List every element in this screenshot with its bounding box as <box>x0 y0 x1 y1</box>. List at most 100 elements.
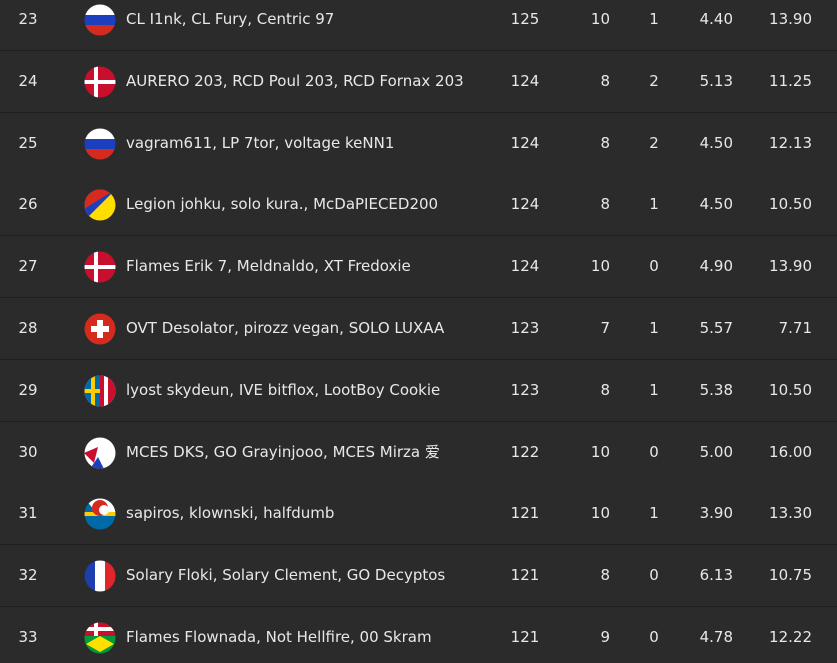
flag-icon <box>84 66 116 98</box>
players-cell: lyost skydeun, IVE bitflox, LootBoy Cook… <box>126 360 486 421</box>
players-cell: Solary Floki, Solary Clement, GO Decypto… <box>126 545 486 606</box>
wins-cell: 1 <box>630 360 678 421</box>
best-cell: 12.13 <box>750 113 812 174</box>
table-row: 29 lyost skydeun, IVE bitflox, LootBoy Co… <box>0 360 837 421</box>
best-cell: 13.30 <box>750 483 812 544</box>
wins-cell: 1 <box>630 483 678 544</box>
points-cell: 123 <box>495 360 555 421</box>
table-row: 23 CL I1nk, CL Fury, Centric 9712510 14.40… <box>0 0 837 50</box>
rank-cell: 32 <box>0 545 56 606</box>
table-row: 24 AURERO 203, RCD Poul 203, RCD Fornax 2… <box>0 51 837 112</box>
points-cell: 124 <box>495 113 555 174</box>
points-cell: 124 <box>495 174 555 235</box>
points-cell: 122 <box>495 422 555 483</box>
best-cell: 10.50 <box>750 174 812 235</box>
flag-icon <box>84 622 116 654</box>
kills-cell: 10 <box>560 483 610 544</box>
points-cell: 125 <box>495 0 555 50</box>
points-cell: 124 <box>495 236 555 297</box>
kills-cell: 10 <box>560 236 610 297</box>
best-cell: 16.00 <box>750 422 812 483</box>
table-row: 27Flames Erik 7, Meldnaldo, XT Fredoxie1… <box>0 236 837 297</box>
table-row: 25 vagram611, LP 7tor, voltage keNN112482… <box>0 113 837 174</box>
flag-icon <box>84 189 116 221</box>
avg-cell: 5.57 <box>680 298 733 359</box>
best-cell: 7.71 <box>750 298 812 359</box>
avg-cell: 5.38 <box>680 360 733 421</box>
wins-cell: 1 <box>630 174 678 235</box>
flag-icon <box>84 4 116 36</box>
flag-icon <box>84 437 116 469</box>
flag-icon <box>84 251 116 283</box>
kills-cell: 7 <box>560 298 610 359</box>
flag-icon <box>84 498 116 530</box>
best-cell: 11.25 <box>750 51 812 112</box>
players-cell: Flames Erik 7, Meldnaldo, XT Fredoxie <box>126 236 486 297</box>
flag-icon <box>84 313 116 345</box>
table-row: 26 Legion johku, solo kura., McDaPIECED20… <box>0 174 837 235</box>
players-cell: sapiros, klownski, halfdumb <box>126 483 486 544</box>
rank-cell: 23 <box>0 0 56 50</box>
rank-cell: 26 <box>0 174 56 235</box>
best-cell: 13.90 <box>750 236 812 297</box>
rank-cell: 30 <box>0 422 56 483</box>
points-cell: 123 <box>495 298 555 359</box>
rank-cell: 29 <box>0 360 56 421</box>
players-cell: Flames Flownada, Not Hellfire, 00 Skram <box>126 607 486 663</box>
kills-cell: 8 <box>560 174 610 235</box>
table-row: 33 Flames Flownada, Not Hellfire, 00 Skra… <box>0 607 837 663</box>
rank-cell: 31 <box>0 483 56 544</box>
players-cell: AURERO 203, RCD Poul 203, RCD Fornax 203 <box>126 51 486 112</box>
players-cell: Legion johku, solo kura., McDaPIECED200 <box>126 174 486 235</box>
rank-cell: 33 <box>0 607 56 663</box>
avg-cell: 5.00 <box>680 422 733 483</box>
avg-cell: 4.40 <box>680 0 733 50</box>
wins-cell: 1 <box>630 298 678 359</box>
table-row: 32 Solary Floki, Solary Clement, GO Decyp… <box>0 545 837 606</box>
wins-cell: 2 <box>630 113 678 174</box>
avg-cell: 4.90 <box>680 236 733 297</box>
wins-cell: 0 <box>630 607 678 663</box>
avg-cell: 3.90 <box>680 483 733 544</box>
players-cell: vagram611, LP 7tor, voltage keNN1 <box>126 113 486 174</box>
avg-cell: 4.50 <box>680 113 733 174</box>
best-cell: 12.22 <box>750 607 812 663</box>
table-row: 31 sapiros, klownski, halfdumb12110 13.90 1… <box>0 483 837 544</box>
kills-cell: 8 <box>560 360 610 421</box>
rank-cell: 24 <box>0 51 56 112</box>
wins-cell: 2 <box>630 51 678 112</box>
rank-cell: 25 <box>0 113 56 174</box>
kills-cell: 10 <box>560 0 610 50</box>
kills-cell: 9 <box>560 607 610 663</box>
best-cell: 10.50 <box>750 360 812 421</box>
points-cell: 121 <box>495 483 555 544</box>
table-row: 30MCES DKS, GO Grayinjooo, MCES Mirza 爱1… <box>0 422 837 483</box>
flag-icon <box>84 128 116 160</box>
rank-cell: 27 <box>0 236 56 297</box>
points-cell: 121 <box>495 545 555 606</box>
points-cell: 121 <box>495 607 555 663</box>
avg-cell: 4.78 <box>680 607 733 663</box>
flag-icon <box>84 560 116 592</box>
best-cell: 13.90 <box>750 0 812 50</box>
avg-cell: 4.50 <box>680 174 733 235</box>
kills-cell: 10 <box>560 422 610 483</box>
table-row: 28 OVT Desolator, pirozz vegan, SOLO LUXA… <box>0 298 837 359</box>
wins-cell: 0 <box>630 545 678 606</box>
wins-cell: 0 <box>630 236 678 297</box>
avg-cell: 6.13 <box>680 545 733 606</box>
kills-cell: 8 <box>560 51 610 112</box>
players-cell: OVT Desolator, pirozz vegan, SOLO LUXAA <box>126 298 486 359</box>
wins-cell: 1 <box>630 0 678 50</box>
avg-cell: 5.13 <box>680 51 733 112</box>
rank-cell: 28 <box>0 298 56 359</box>
players-cell: MCES DKS, GO Grayinjooo, MCES Mirza 爱 <box>126 422 486 483</box>
players-cell: CL I1nk, CL Fury, Centric 97 <box>126 0 486 50</box>
flag-icon <box>84 375 116 407</box>
kills-cell: 8 <box>560 113 610 174</box>
points-cell: 124 <box>495 51 555 112</box>
best-cell: 10.75 <box>750 545 812 606</box>
wins-cell: 0 <box>630 422 678 483</box>
kills-cell: 8 <box>560 545 610 606</box>
